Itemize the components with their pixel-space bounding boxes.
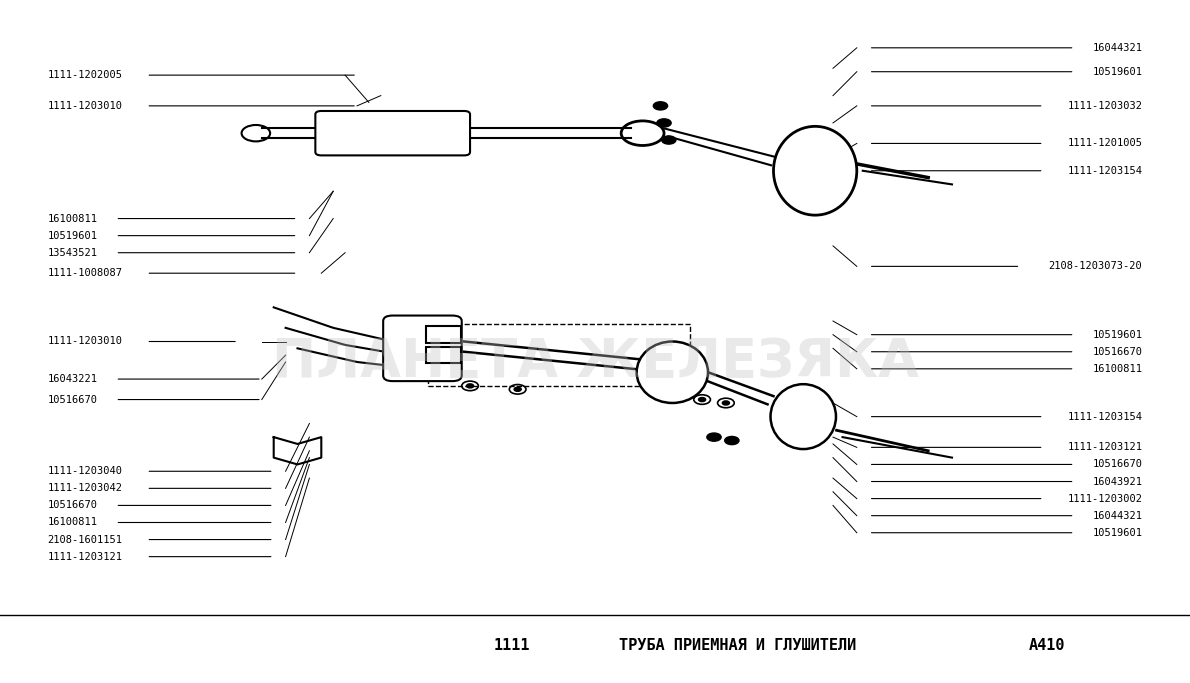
Ellipse shape xyxy=(771,384,835,449)
Circle shape xyxy=(707,433,721,441)
Bar xyxy=(428,324,690,386)
Circle shape xyxy=(466,384,474,388)
Text: 1111-1008087: 1111-1008087 xyxy=(48,268,123,278)
Circle shape xyxy=(514,387,521,391)
Text: 1111-1203040: 1111-1203040 xyxy=(48,466,123,476)
Ellipse shape xyxy=(637,342,708,403)
FancyBboxPatch shape xyxy=(383,316,462,381)
Text: 10516670: 10516670 xyxy=(48,395,98,404)
Circle shape xyxy=(662,136,676,144)
Text: ПЛАНЕТА ЖЕЛЕЗЯКА: ПЛАНЕТА ЖЕЛЕЗЯКА xyxy=(271,336,919,388)
FancyBboxPatch shape xyxy=(315,111,470,155)
Text: ТРУБА ПРИЕМНАЯ И ГЛУШИТЕЛИ: ТРУБА ПРИЕМНАЯ И ГЛУШИТЕЛИ xyxy=(619,638,857,653)
Text: 16044321: 16044321 xyxy=(1092,43,1142,53)
Text: 1111-1202005: 1111-1202005 xyxy=(48,70,123,80)
FancyBboxPatch shape xyxy=(426,326,461,343)
Text: 16100811: 16100811 xyxy=(48,518,98,527)
Text: 2108-1203073-20: 2108-1203073-20 xyxy=(1048,262,1142,271)
Text: 1111-1203010: 1111-1203010 xyxy=(48,101,123,111)
Text: 10519601: 10519601 xyxy=(48,231,98,240)
Text: 1111-1203154: 1111-1203154 xyxy=(1067,166,1142,176)
Circle shape xyxy=(657,119,671,127)
Text: 1111-1203042: 1111-1203042 xyxy=(48,484,123,493)
Circle shape xyxy=(653,102,668,110)
Text: 1111-1203121: 1111-1203121 xyxy=(1067,443,1142,452)
FancyBboxPatch shape xyxy=(426,347,461,363)
Text: 16043921: 16043921 xyxy=(1092,477,1142,486)
Text: 1111: 1111 xyxy=(494,638,530,653)
Text: 1111-1201005: 1111-1201005 xyxy=(1067,139,1142,148)
Text: 1111-1203010: 1111-1203010 xyxy=(48,337,123,346)
Text: 10516670: 10516670 xyxy=(1092,347,1142,357)
Text: 16044321: 16044321 xyxy=(1092,511,1142,520)
Text: 1111-1203154: 1111-1203154 xyxy=(1067,412,1142,421)
Text: 16100811: 16100811 xyxy=(48,214,98,223)
Text: A410: A410 xyxy=(1029,638,1065,653)
Text: 10516670: 10516670 xyxy=(48,501,98,510)
Text: 16043221: 16043221 xyxy=(48,374,98,384)
Text: 16100811: 16100811 xyxy=(1092,364,1142,374)
Text: 2108-1601151: 2108-1601151 xyxy=(48,535,123,544)
Text: 10519601: 10519601 xyxy=(1092,330,1142,339)
Circle shape xyxy=(722,401,729,405)
Text: 10519601: 10519601 xyxy=(1092,528,1142,538)
Ellipse shape xyxy=(774,126,857,215)
Circle shape xyxy=(725,436,739,445)
Text: 1111-1203032: 1111-1203032 xyxy=(1067,101,1142,111)
Text: 13543521: 13543521 xyxy=(48,248,98,257)
Text: 1111-1203002: 1111-1203002 xyxy=(1067,494,1142,503)
Text: 10519601: 10519601 xyxy=(1092,67,1142,76)
Circle shape xyxy=(699,398,706,402)
Text: 1111-1203121: 1111-1203121 xyxy=(48,552,123,561)
Text: 10516670: 10516670 xyxy=(1092,460,1142,469)
